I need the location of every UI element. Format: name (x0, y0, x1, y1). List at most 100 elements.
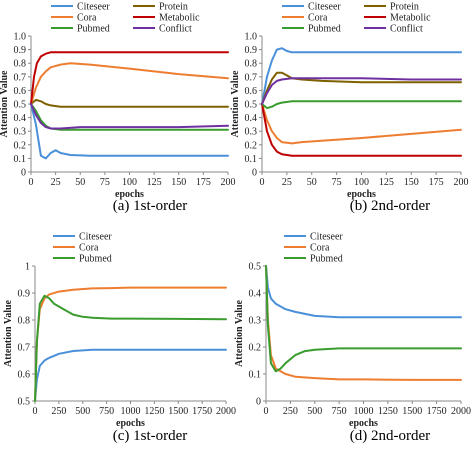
caption-panel-b: (b) 2nd-order (349, 198, 431, 214)
legend-label: Pubmed (310, 254, 343, 265)
x-tick-label: 1000 (121, 406, 141, 417)
x-tick-label: 1750 (192, 406, 212, 417)
y-tick-label: 1 (25, 262, 30, 273)
y-tick-label: 0.3 (249, 316, 262, 327)
x-tick-label: 200 (221, 177, 236, 188)
x-tick-label: 1500 (168, 406, 188, 417)
y-tick-label: 0.6 (18, 370, 31, 381)
legend-label: Pubmed (77, 24, 110, 35)
y-tick-label: 1.0 (14, 32, 27, 43)
series-line-pubmed (261, 100, 462, 110)
series-line-conflict (30, 103, 229, 130)
y-tick-label: 0.8 (18, 316, 31, 327)
legend-label: Citeseer (77, 2, 110, 13)
legend-label: Cora (310, 243, 330, 254)
x-tick-label: 175 (429, 177, 444, 188)
y-tick-label: 0.2 (249, 343, 262, 354)
x-tick-label: 25 (51, 177, 61, 188)
x-tick-label: 250 (51, 406, 66, 417)
x-tick-label: 175 (196, 177, 211, 188)
x-tick-label: 100 (354, 177, 369, 188)
legend-label: Pubmed (308, 24, 341, 35)
y-tick-label: 0.2 (14, 140, 27, 151)
legend-label: Metabolic (390, 13, 431, 24)
y-tick-label: 0.7 (18, 343, 31, 354)
y-tick-label: 0.9 (14, 45, 27, 56)
legend-label: Protein (390, 2, 419, 13)
series-line-protein (261, 71, 462, 105)
legend-label: Cora (77, 13, 97, 24)
y-tick-label: 0.5 (249, 262, 262, 273)
series-line-metabolic (30, 51, 229, 105)
series-line-pubmed (34, 294, 227, 402)
y-tick-label: 0.3 (14, 127, 27, 138)
x-tick-label: 250 (283, 406, 298, 417)
x-tick-label: 1250 (144, 406, 164, 417)
x-tick-label: 100 (122, 177, 137, 188)
legend-label: Protein (159, 2, 188, 13)
x-tick-label: 750 (99, 406, 114, 417)
series-line-cora (261, 103, 462, 145)
x-axis-label: epochs (349, 418, 378, 429)
x-tick-label: 50 (75, 177, 85, 188)
series-line-cora (265, 265, 462, 381)
x-tick-label: 50 (307, 177, 317, 188)
chart-panel-d: 0 250 500 750 1000 1250 1500 1750 2000 0 0.1 0.2 0.3… (234, 232, 471, 430)
y-tick-label: 0.8 (245, 59, 258, 70)
y-axis-label: Attention Value (230, 70, 241, 138)
y-axis-label: Attention Value (0, 70, 10, 138)
x-tick-label: 75 (332, 177, 342, 188)
x-tick-label: 750 (332, 406, 347, 417)
caption-panel-d: (d) 2nd-order (349, 428, 431, 444)
y-tick-label: 0.6 (245, 86, 258, 97)
legend-label: Cora (79, 243, 99, 254)
series-line-citeseer (261, 47, 462, 105)
x-tick-label: 2000 (451, 406, 471, 417)
chart-panel-c: 0 250 500 750 1000 1250 1500 1750 2000 0.5 0.6 0.7 0… (3, 232, 236, 430)
legend-label: Citeseer (79, 232, 112, 243)
y-tick-label: 0.1 (249, 370, 262, 381)
x-tick-label: 125 (379, 177, 394, 188)
y-tick-label: 0.8 (14, 59, 27, 70)
y-tick-label: 0.9 (245, 45, 258, 56)
legend-label: Pubmed (79, 254, 112, 265)
series-line-citeseer (265, 265, 462, 319)
legend: Citeseer Protein Cora Metabolic Pubmed Confli… (51, 2, 200, 35)
y-tick-label: 0.5 (245, 100, 258, 111)
y-tick-label: 0.7 (245, 72, 258, 83)
x-tick-label: 1250 (378, 406, 398, 417)
x-tick-label: 2000 (216, 406, 236, 417)
caption-panel-c: (c) 1st-order (112, 428, 188, 444)
series-line-cora (30, 62, 229, 105)
y-tick-label: 0.5 (14, 100, 27, 111)
y-tick-label: 0.4 (14, 113, 27, 124)
y-tick-label: 0 (252, 168, 257, 179)
y-tick-label: 0 (256, 397, 261, 408)
legend: Citeseer Protein Cora Metabolic Pubmed Confli… (282, 2, 431, 35)
chart-panel-a: 0 25 50 75 100 125 150 175 200 0 0.1 0.2 0.3 0.4 0.5 0.… (0, 2, 236, 201)
series-line-protein (30, 98, 229, 108)
y-tick-label: 0.3 (245, 127, 258, 138)
series-line-citeseer (34, 348, 227, 402)
y-tick-label: 1.0 (245, 32, 258, 43)
series-line-cora (34, 286, 227, 402)
legend-label: Citeseer (310, 232, 343, 243)
x-tick-label: 200 (454, 177, 469, 188)
x-tick-label: 25 (282, 177, 292, 188)
x-tick-label: 150 (171, 177, 186, 188)
y-axis-label: Attention Value (234, 299, 245, 367)
x-tick-label: 1500 (402, 406, 422, 417)
y-tick-label: 0.9 (18, 289, 31, 300)
x-axis-label: epochs (115, 189, 144, 200)
x-tick-label: 0 (264, 406, 269, 417)
series-line-citeseer (30, 103, 229, 160)
legend-label: Metabolic (159, 13, 200, 24)
y-tick-label: 0.4 (249, 289, 262, 300)
y-tick-label: 0.1 (245, 154, 258, 165)
x-tick-label: 1750 (427, 406, 447, 417)
x-axis-label: epochs (116, 418, 145, 429)
y-tick-label: 0.5 (18, 397, 31, 408)
